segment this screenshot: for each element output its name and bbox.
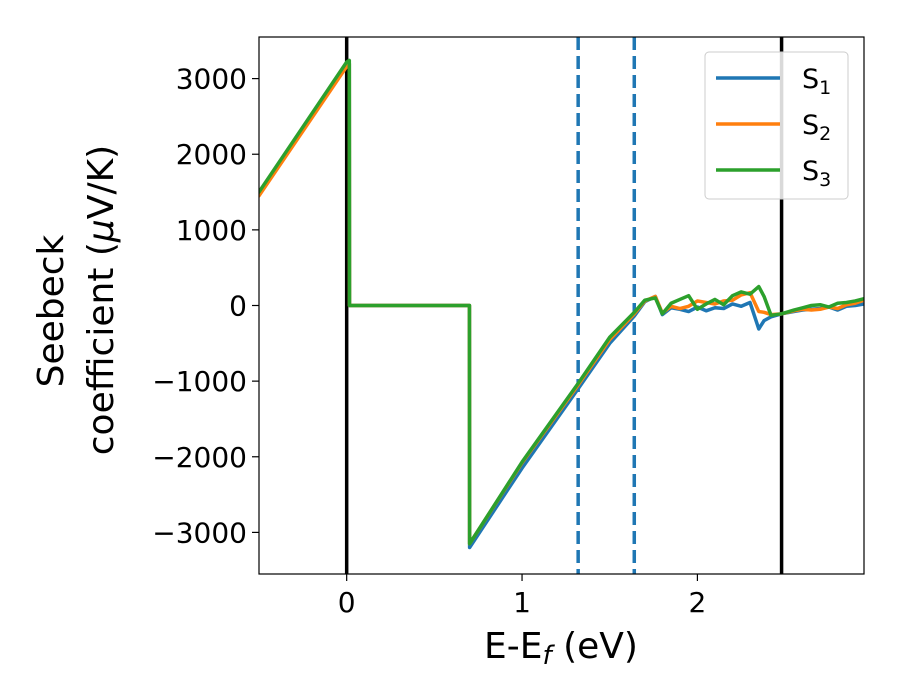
x-axis-label: E-Ef (eV) — [484, 626, 638, 671]
legend-label-s3: S3 — [802, 156, 831, 191]
x-tick-label: 0 — [338, 586, 356, 619]
y-axis-label-line1: Seebeck — [31, 234, 72, 387]
y-axis-label-line2-unit: V/K) — [81, 145, 122, 219]
x-axis-label-unit: (eV) — [552, 626, 638, 667]
y-axis-label-line2-mu: μ — [81, 219, 122, 243]
series-lines — [259, 58, 864, 550]
series-line-s3 — [259, 58, 864, 546]
x-axis-label-main: E-E — [484, 626, 542, 667]
legend-entries: S1 S2 S3 — [716, 64, 831, 191]
x-tick-label: 1 — [513, 586, 531, 619]
legend-label-s1: S1 — [802, 64, 831, 99]
x-tick-label: 2 — [688, 586, 706, 619]
legend: S1 S2 S3 — [704, 51, 849, 200]
y-tick-label: 2000 — [176, 138, 247, 171]
x-axis-ticks: 0 1 2 — [338, 574, 706, 619]
y-axis-ticks: 3000 2000 1000 0 −1000 −2000 −3000 — [152, 63, 259, 549]
y-tick-label: −2000 — [152, 441, 247, 474]
y-tick-label: 0 — [229, 290, 247, 323]
y-tick-label: 1000 — [176, 214, 247, 247]
y-tick-label: 3000 — [176, 63, 247, 96]
y-axis-label-line2-text: coefficient ( — [81, 242, 122, 455]
y-tick-label: −1000 — [152, 365, 247, 398]
y-tick-label: −3000 — [152, 516, 247, 549]
legend-label-s2: S2 — [802, 110, 831, 145]
y-axis-label-line2: coefficient (μV/K) — [81, 145, 122, 455]
